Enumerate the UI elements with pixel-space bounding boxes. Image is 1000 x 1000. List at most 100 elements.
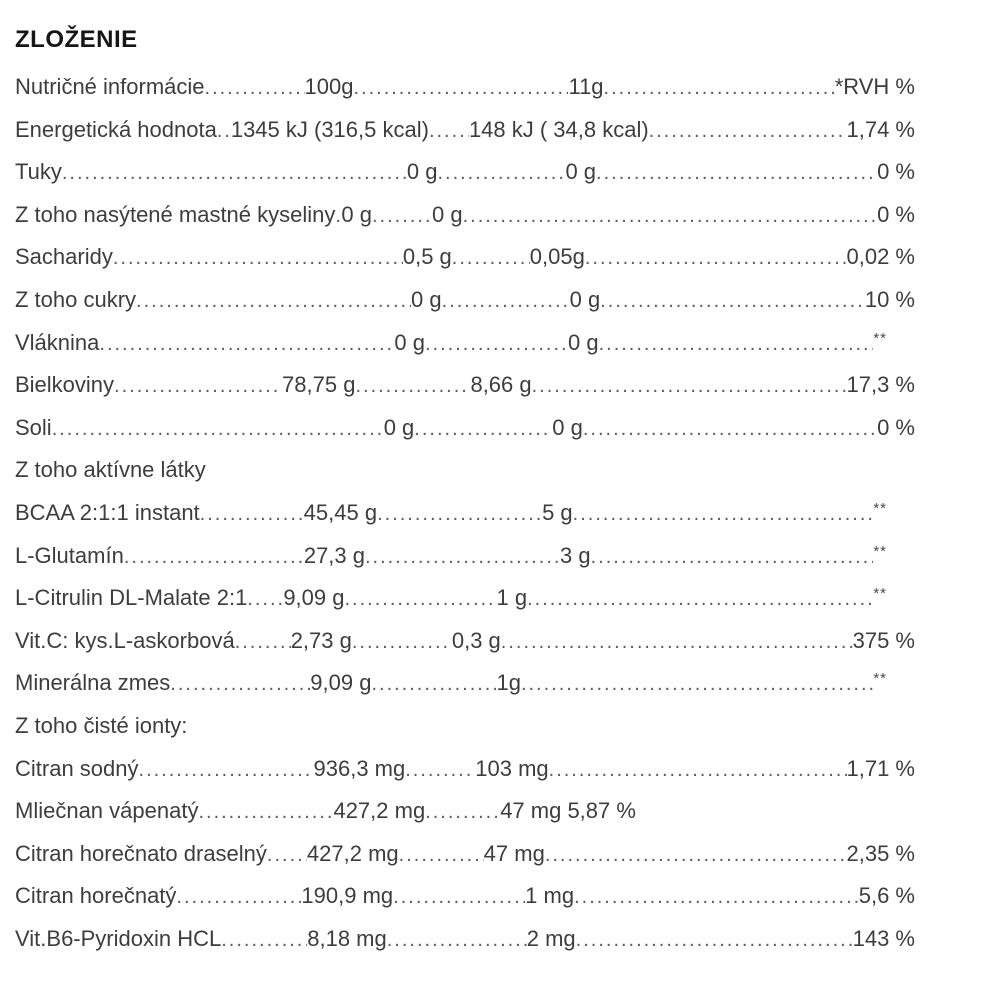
nutrition-table: Nutričné informácie ....................… [15,74,915,968]
dot-leader: ........................................… [544,843,847,866]
value-rvh: ** [873,585,887,603]
row-label: Citran sodný [15,755,139,781]
table-row: Bielkoviny .............................… [15,372,915,415]
column-header-100g: 100g [304,74,354,99]
table-row: L-Citrulin DL-Malate 2:1 ...............… [15,585,915,628]
dot-leader: ........................................… [247,588,283,611]
dot-leader: ........................................… [648,119,847,142]
dot-leader: ........................................… [584,247,847,270]
dot-leader: ........................................… [428,119,469,142]
value-per-100g: 427,2 mg [333,798,426,824]
dot-leader: ........................................… [598,332,874,355]
value-per-100g: 0 g [406,159,438,185]
value-per-serving: 0 g [431,201,463,227]
dot-leader: ........................................… [221,928,308,951]
table-row: Vit.B6-Pyridoxin HCL ...................… [15,926,915,969]
value-rvh: ** [873,499,887,517]
dot-leader: ........................................… [548,758,847,781]
row-label: Z toho nasýtené mastné kyseliny [15,201,336,227]
value-rvh: ** [873,542,887,560]
table-row: Z toho cukry ...........................… [15,287,915,330]
value-per-100g: 8,18 mg [307,925,387,951]
row-label: Z toho cukry [15,286,137,312]
dot-leader: ........................................… [590,545,874,568]
section-row: Z toho čisté ionty: [15,713,915,756]
dot-leader: ........................................… [405,758,475,781]
dot-leader: ........................................… [603,77,835,99]
dot-leader: ........................................… [136,289,412,312]
value-per-serving: 1 g [496,585,528,611]
dot-leader: ........................................… [138,758,314,781]
row-label: BCAA 2:1:1 instant [15,499,200,525]
value-per-100g: 78,75 g [282,372,356,398]
dot-leader: ........................................… [266,843,307,866]
table-row: Minerálna zmes .........................… [15,670,915,713]
value-per-100g: 0 g [383,414,415,440]
value-rvh: 1,74 % [846,116,916,142]
dot-leader: ........................................… [123,545,304,568]
row-label: Bielkoviny [15,372,115,398]
dot-leader: ........................................… [170,673,310,696]
value-per-100g: 936,3 mg [313,755,406,781]
row-label: Vláknina [15,329,100,355]
value-per-serving: 103 mg [475,755,549,781]
dot-leader: ........................................… [344,588,496,611]
dot-leader: ........................................… [600,289,865,312]
value-per-100g: 45,45 g [303,499,378,525]
value-per-100g: 1345 kJ (316,5 kcal) [230,116,429,142]
dot-leader: ........................................… [386,928,527,951]
value-per-serving: 8,66 g [470,372,532,398]
dot-leader: ........................................… [531,375,847,398]
dot-leader: ........................................… [596,162,877,185]
value-rvh: 17,3 % [846,372,916,398]
section-row: Z toho aktívne látky [15,457,915,500]
value-rvh: 5,6 % [858,883,915,909]
dot-leader: ........................................… [371,673,496,696]
row-label: Nutričné informácie [15,74,205,99]
value-rvh: 0 % [877,201,915,227]
table-row: Mliečnan vápenatý ......................… [15,798,915,841]
dot-leader: ........................................… [114,375,282,398]
value-per-100g: 427,2 mg [306,840,399,866]
dot-leader: ........................................… [198,801,334,824]
table-row: Vit.C: kys.L-askorbová .................… [15,628,915,671]
dot-leader: ........................................… [414,417,552,440]
value-per-serving: 47 mg [483,840,545,866]
dot-leader: ........................................… [441,289,570,312]
value-per-serving: 0 g [552,414,583,440]
value-per-serving: 0 g [567,329,599,355]
row-label: Citran horečnatý [15,883,177,909]
dot-leader: ........................................… [355,375,470,398]
table-row: BCAA 2:1:1 instant .....................… [15,500,915,543]
dot-leader: ........................................… [377,502,542,525]
table-row: Citran horečnato draselný ..............… [15,841,915,884]
dot-leader: ........................................… [365,545,560,568]
value-rvh: 375 % [852,627,915,653]
value-per-100g: 0 g [341,201,372,227]
dot-leader: ........................................… [216,119,231,142]
dot-leader: ........................................… [351,630,452,653]
value-per-100g: 190,9 mg [301,883,394,909]
value-per-serving: 1g [496,670,521,696]
value-rvh: 143 % [852,925,915,951]
value-per-serving: 47 mg 5,87 % [500,798,636,824]
dot-leader: ........................................… [424,332,568,355]
value-rvh: 1,71 % [846,755,916,781]
row-label: Vit.C: kys.L-askorbová [15,627,235,653]
dot-leader: ........................................… [572,502,874,525]
value-per-serving: 0,05g [529,244,585,270]
value-per-serving: 5 g [542,499,573,525]
page-title: ZLOŽENIE [15,26,138,53]
table-row: Sacharidy ..............................… [15,244,915,287]
value-per-100g: 2,73 g [290,627,352,653]
row-label: Minerálna zmes [15,670,171,696]
row-label: Mliečnan vápenatý [15,798,199,824]
column-header-serving: 11g [568,74,604,99]
section-label: Z toho čisté ionty: [15,712,188,738]
value-per-serving: 0 g [565,159,597,185]
table-row: Tuky ...................................… [15,159,915,202]
value-per-serving: 2 mg [526,925,576,951]
dot-leader: ........................................… [520,673,874,696]
value-per-100g: 0 g [411,286,442,312]
